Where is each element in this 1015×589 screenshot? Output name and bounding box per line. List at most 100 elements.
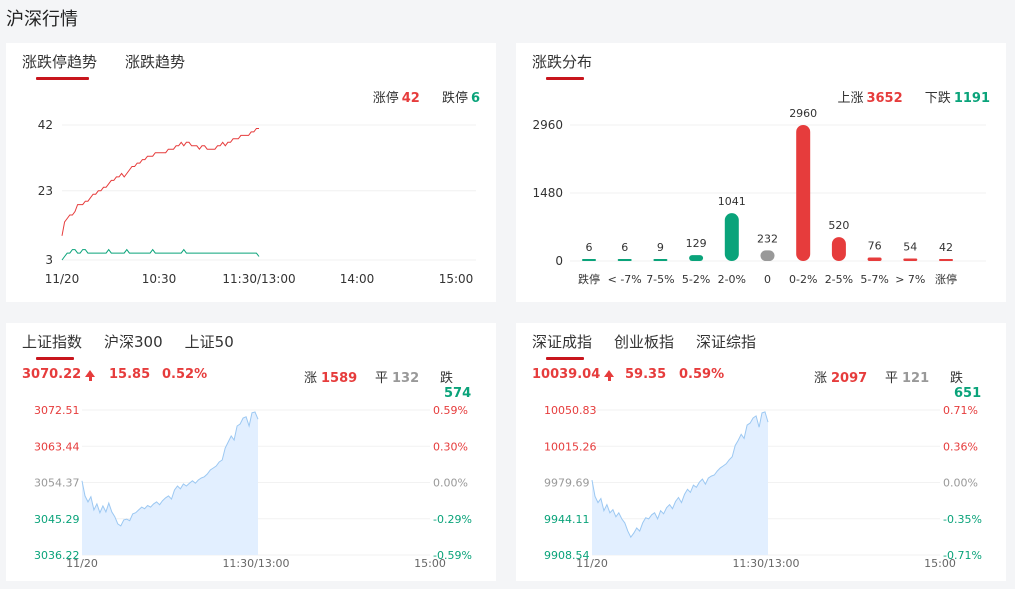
category-label: 0-2% [789, 273, 817, 286]
sh-index-panel: 上证指数 沪深300 上证50 3070.22 15.85 0.52% 涨 158… [6, 323, 496, 581]
y-right-label: -0.35% [943, 513, 982, 526]
sh-up-value: 1589 [321, 371, 358, 386]
category-label: 跌停 [578, 272, 600, 286]
limit-trend-panel: 涨跌停趋势 涨跌趋势 涨停 42 跌停 6 42 23 3 11/20 10:30 11:30… [6, 43, 496, 302]
x-tick-label: 11/20 [66, 557, 98, 570]
y-left-label: 9908.54 [544, 549, 590, 562]
sh-intraday-chart: 3072.51 0.59% 3063.44 0.30% 3054.37 0.00% 3045… [34, 404, 472, 570]
down-count-label: 下跌 [924, 91, 951, 106]
sh-flat-label: 平 [375, 371, 389, 386]
data-label: 54 [903, 241, 917, 254]
tab-limit-trend[interactable]: 涨跌停趋势 [22, 51, 103, 80]
x-tick-label: 15:00 [439, 272, 474, 286]
tab-szse-component[interactable]: 深证成指 [532, 331, 598, 360]
data-label: 520 [828, 219, 849, 232]
y-right-label: 0.30% [433, 440, 468, 453]
category-label: 2-0% [718, 273, 746, 286]
sz-change: 59.35 [625, 367, 667, 382]
y-tick-label: 42 [38, 118, 53, 132]
y-left-label: 3063.44 [34, 440, 80, 453]
data-label: 232 [757, 232, 778, 245]
data-label: 1041 [718, 195, 746, 208]
y-right-label: 0.00% [943, 477, 978, 490]
sh-quote: 3070.22 15.85 0.52% 涨 1589 平 132 跌574 [22, 367, 480, 401]
tab-sse-composite[interactable]: 上证指数 [22, 331, 88, 360]
bar [760, 250, 775, 261]
y-left-label: 3036.22 [34, 549, 80, 562]
limit-up-line [61, 128, 259, 236]
tab-updown-trend[interactable]: 涨跌趋势 [125, 53, 186, 71]
dist-legend: 上涨 3652 下跌 1191 [837, 87, 990, 106]
sh-area-fill [82, 412, 258, 555]
up-count-label: 上涨 [837, 91, 864, 106]
limit-tabs: 涨跌停趋势 涨跌趋势 [22, 51, 217, 80]
sz-flat-stat: 平 121 [885, 367, 929, 386]
y-right-label: 0.36% [943, 440, 978, 453]
sh-up-label: 涨 [304, 371, 318, 386]
sz-down-label: 跌 [950, 371, 964, 386]
y-tick-label: 0 [555, 254, 563, 268]
sz-up-stat: 涨 2097 [814, 367, 867, 386]
y-right-label: 0.00% [433, 477, 468, 490]
bar [617, 259, 632, 261]
bar [939, 259, 953, 261]
category-label: 涨停 [935, 272, 957, 286]
y-right-label: -0.59% [433, 549, 472, 562]
sh-down-stat: 跌574 [440, 367, 480, 401]
limit-legend: 涨停 42 跌停 6 [373, 87, 480, 106]
distribution-chart: 2960 1480 0 6 跌停 6 < -7% 9 7-5% 129 5-2% 1041 2-0% 23… [532, 107, 986, 286]
sh-down-value: 574 [444, 386, 472, 401]
bar [689, 255, 704, 261]
sz-index-panel: 深证成指 创业板指 深证综指 10039.04 59.35 0.59% 涨 209… [516, 323, 1006, 581]
x-tick-label: 11:30/13:00 [222, 557, 289, 570]
down-count-value: 1191 [953, 91, 990, 106]
limit-down-value: 6 [470, 91, 480, 106]
tab-sse50[interactable]: 上证50 [184, 333, 234, 351]
sz-up-value: 2097 [831, 371, 868, 386]
y-tick-label: 1480 [532, 186, 563, 200]
limit-up-value: 42 [401, 91, 420, 106]
data-label: 129 [686, 237, 707, 250]
sz-area-fill [592, 411, 768, 555]
y-left-label: 3045.29 [34, 513, 80, 526]
tab-csi300[interactable]: 沪深300 [104, 333, 163, 351]
y-left-label: 3072.51 [34, 404, 80, 417]
bar [867, 257, 882, 261]
sh-flat-value: 132 [392, 371, 420, 386]
y-left-label: 9979.69 [544, 477, 590, 490]
sz-price-line [591, 411, 769, 539]
tab-szse-composite[interactable]: 深证综指 [696, 333, 757, 351]
sz-up-label: 涨 [814, 371, 828, 386]
tab-distribution[interactable]: 涨跌分布 [532, 51, 598, 80]
x-tick-label: 11/20 [45, 272, 80, 286]
category-label: < -7% [608, 273, 642, 286]
x-tick-label: 10:30 [142, 272, 177, 286]
up-arrow-icon [604, 370, 615, 381]
sh-price: 3070.22 [22, 367, 82, 382]
data-label: 6 [586, 241, 593, 254]
y-right-label: 0.59% [433, 404, 468, 417]
sh-pct: 0.52% [162, 367, 208, 382]
bar [724, 213, 739, 261]
sh-change: 15.85 [109, 367, 151, 382]
limit-down-line [61, 248, 260, 261]
y-tick-label: 2960 [532, 118, 563, 132]
sh-tabs: 上证指数 沪深300 上证50 [22, 331, 266, 360]
sz-down-value: 651 [954, 386, 982, 401]
page-title: 沪深行情 [6, 9, 78, 30]
y-tick-label: 3 [45, 253, 53, 267]
x-tick-label: 15:00 [924, 557, 956, 570]
sz-down-stat: 跌651 [950, 367, 990, 401]
sh-price-line [81, 411, 259, 527]
sz-tabs: 深证成指 创业板指 深证综指 [532, 331, 788, 360]
y-left-label: 10050.83 [544, 404, 597, 417]
distribution-panel: 涨跌分布 上涨 3652 下跌 1191 2960 1480 0 6 跌停 6 < -7% 9 7-… [516, 43, 1006, 302]
tab-chinext[interactable]: 创业板指 [614, 333, 675, 351]
category-label: 5-2% [682, 273, 710, 286]
x-tick-label: 15:00 [414, 557, 446, 570]
category-label: 0 [764, 273, 771, 286]
sz-price-wrap: 10039.04 [532, 367, 615, 382]
x-tick-label: 14:00 [340, 272, 375, 286]
sz-price: 10039.04 [532, 367, 601, 382]
bar [653, 259, 668, 261]
